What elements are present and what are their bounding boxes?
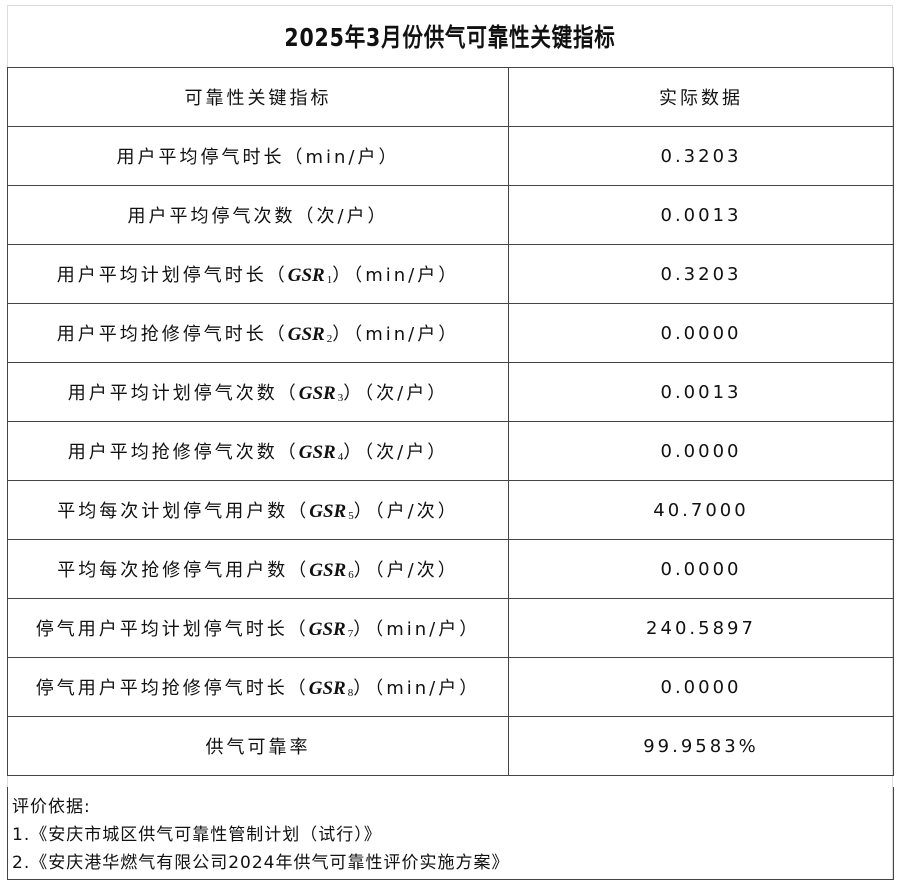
page-title: 2025年3月份供气可靠性关键指标 [284,23,616,52]
indicator-cell: 用户平均抢修停气次数（GSR 4）（次/户） [7,421,509,481]
value-cell: 240.5897 [508,598,894,658]
evaluation-basis: 评价依据: 1.《安庆市城区供气可靠性管制计划（试行）》 2.《安庆港华燃气有限… [7,787,894,880]
indicator-cell: 用户平均停气时长（min/户） [7,126,509,186]
table-row: 用户平均停气次数（次/户） 0.0013 [7,185,894,245]
indicator-sub: 4 [337,451,344,463]
value-cell: 40.7000 [508,480,894,540]
value-cell: 0.0000 [508,539,894,599]
indicator-sub: 3 [337,392,344,404]
indicator-cell: 供气可靠率 [7,716,509,776]
header-actual-data: 实际数据 [508,67,894,127]
indicator-cell: 停气用户平均抢修停气时长（GSR 8）（min/户） [7,657,509,717]
indicator-suffix: ）（户/次） [353,560,459,581]
indicator-cell: 用户平均计划停气时长（GSR 1）（min/户） [7,244,509,304]
indicator-suffix: ）（次/户） [343,383,449,404]
indicator-suffix: ）（min/户） [353,678,481,699]
table-header-row: 可靠性关键指标 实际数据 [7,67,894,127]
indicator-code: GSR 5 [309,501,354,522]
reliability-table: 可靠性关键指标 实际数据 用户平均停气时长（min/户） 0.3203 用户平均停气… [7,67,894,776]
value-cell: 0.3203 [508,126,894,186]
value-cell: 99.9583% [508,716,894,776]
indicator-prefix: 用户平均抢修停气次数（ [67,442,299,463]
indicator-suffix: ）（户/次） [353,501,459,522]
indicator-prefix: 用户平均停气次数（次/户） [127,206,389,227]
table-row: 停气用户平均计划停气时长（GSR 7）（min/户） 240.5897 [7,598,894,658]
indicator-cell: 停气用户平均计划停气时长（GSR 7）（min/户） [7,598,509,658]
indicator-code: GSR 2 [287,324,333,345]
indicator-code: GSR 3 [298,383,344,404]
indicator-suffix: ）（次/户） [343,442,449,463]
value-cell: 0.3203 [508,244,894,304]
indicator-sub: 6 [348,569,354,581]
indicator-cell: 用户平均停气次数（次/户） [7,185,509,245]
indicator-suffix: ）（min/户） [332,265,460,286]
indicator-prefix: 停气用户平均计划停气时长（ [35,619,309,640]
table-row: 用户平均抢修停气次数（GSR 4）（次/户） 0.0000 [7,421,894,481]
indicator-code: GSR 7 [308,619,354,640]
table-row: 平均每次抢修停气用户数（GSR 6）（户/次） 0.0000 [7,539,894,599]
value-cell: 0.0000 [508,657,894,717]
table-row: 用户平均计划停气时长（GSR 1）（min/户） 0.3203 [7,244,894,304]
value-cell: 0.0013 [508,362,894,422]
indicator-sub: 2 [326,333,333,345]
indicator-prefix: 用户平均抢修停气时长（ [56,324,288,345]
indicator-prefix: 供气可靠率 [205,737,311,758]
indicator-prefix: 平均每次计划停气用户数（ [57,501,310,522]
notes-item: 2.《安庆港华燃气有限公司2024年供气可靠性评价实施方案》 [12,853,510,873]
notes-item: 1.《安庆市城区供气可靠性管制计划（试行）》 [12,825,382,845]
indicator-code: GSR 8 [308,678,354,699]
indicator-cell: 平均每次计划停气用户数（GSR 5）（户/次） [7,480,509,540]
notes-heading: 评价依据: [12,797,91,817]
indicator-code: GSR 6 [309,560,354,581]
indicator-prefix: 平均每次抢修停气用户数（ [57,560,310,581]
indicator-sub: 1 [326,274,333,286]
indicator-cell: 用户平均抢修停气时长（GSR 2）（min/户） [7,303,509,363]
indicator-prefix: 停气用户平均抢修停气时长（ [35,678,309,699]
table-row: 停气用户平均抢修停气时长（GSR 8）（min/户） 0.0000 [7,657,894,717]
indicator-suffix: ）（min/户） [332,324,460,345]
table-row: 供气可靠率 99.9583% [7,716,894,776]
table-row: 用户平均停气时长（min/户） 0.3203 [7,126,894,186]
indicator-code: GSR 1 [287,265,333,286]
value-cell: 0.0000 [508,421,894,481]
indicator-prefix: 用户平均计划停气次数（ [67,383,299,404]
indicator-cell: 用户平均计划停气次数（GSR 3）（次/户） [7,362,509,422]
indicator-prefix: 用户平均停气时长（min/户） [116,147,400,168]
indicator-prefix: 用户平均计划停气时长（ [56,265,288,286]
table-row: 用户平均抢修停气时长（GSR 2）（min/户） 0.0000 [7,303,894,363]
indicator-sub: 8 [347,687,354,699]
table-row: 用户平均计划停气次数（GSR 3）（次/户） 0.0013 [7,362,894,422]
indicator-suffix: ）（min/户） [353,619,481,640]
table-row: 平均每次计划停气用户数（GSR 5）（户/次） 40.7000 [7,480,894,540]
header-indicator: 可靠性关键指标 [7,67,509,127]
indicator-cell: 平均每次抢修停气用户数（GSR 6）（户/次） [7,539,509,599]
value-cell: 0.0013 [508,185,894,245]
indicator-code: GSR 4 [298,442,344,463]
value-cell: 0.0000 [508,303,894,363]
indicator-sub: 5 [348,510,354,522]
indicator-sub: 7 [347,628,354,640]
